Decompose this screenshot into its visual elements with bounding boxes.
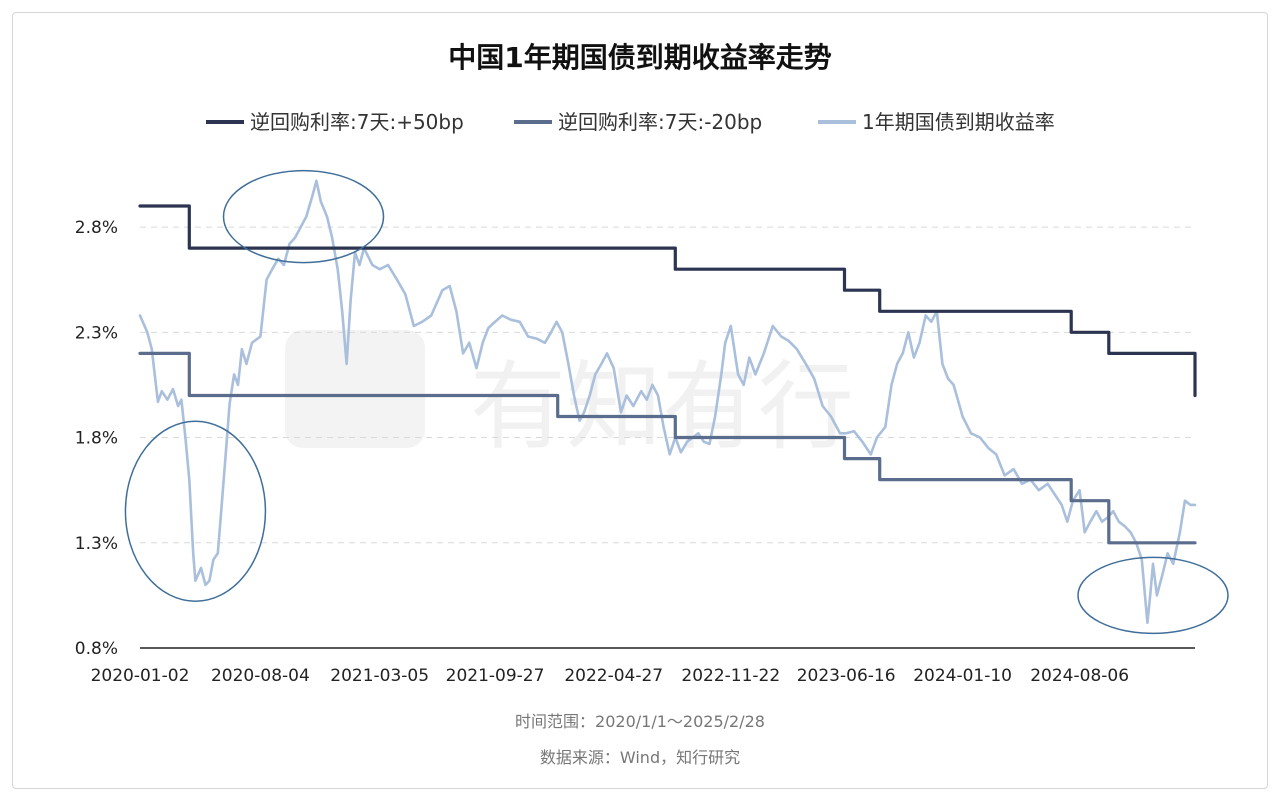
annotation-ellipse xyxy=(222,169,385,264)
y-tick-label: 2.3% xyxy=(75,323,118,343)
series-line-2 xyxy=(138,351,1197,545)
chart-frame xyxy=(12,12,1268,789)
annotations xyxy=(124,169,1229,635)
y-tick-label: 2.8% xyxy=(75,218,118,238)
x-tick-label: 2022-04-27 xyxy=(564,666,663,686)
chart-title: 中国1年期国债到期收益率走势 xyxy=(448,41,831,74)
watermark: 有知有行 xyxy=(285,330,854,463)
y-tick-label: 0.8% xyxy=(75,639,118,659)
x-tick-label: 2024-01-10 xyxy=(913,666,1012,686)
legend-label-series-1: 逆回购利率:7天:+50bp xyxy=(250,110,464,134)
x-tick-label: 2022-11-22 xyxy=(681,666,780,686)
legend-label-series-2: 逆回购利率:7天:-20bp xyxy=(558,110,762,134)
time-range-note: 时间范围：2020/1/1～2025/2/28 xyxy=(515,712,765,731)
x-tick-label: 2021-09-27 xyxy=(446,666,545,686)
watermark-text: 有知有行 xyxy=(470,351,854,463)
x-tick-label: 2024-08-06 xyxy=(1030,666,1129,686)
axes: 2.8% 2.3% 1.8% 1.3% 0.8% 2020-01-02 2020-08-04… xyxy=(75,218,1195,686)
x-tick-label: 2020-08-04 xyxy=(211,666,310,686)
series-line-1 xyxy=(138,204,1197,398)
legend: 逆回购利率:7天:+50bp 逆回购利率:7天:-20bp 1年期国债到期收益率 xyxy=(206,110,1055,134)
watermark-logo xyxy=(285,330,425,448)
annotation-ellipse xyxy=(124,420,267,602)
y-tick-label: 1.3% xyxy=(75,534,118,554)
legend-label-series-3: 1年期国债到期收益率 xyxy=(862,110,1055,134)
x-tick-label: 2023-06-16 xyxy=(797,666,896,686)
x-tick-label: 2021-03-05 xyxy=(330,666,429,686)
x-tick-label: 2020-01-02 xyxy=(91,666,190,686)
data-source-note: 数据来源：Wind，知行研究 xyxy=(540,748,740,767)
series-line-3 xyxy=(138,179,1197,624)
annotation-ellipse xyxy=(1077,556,1229,635)
y-tick-label: 1.8% xyxy=(75,429,118,449)
plot-area xyxy=(138,179,1197,624)
